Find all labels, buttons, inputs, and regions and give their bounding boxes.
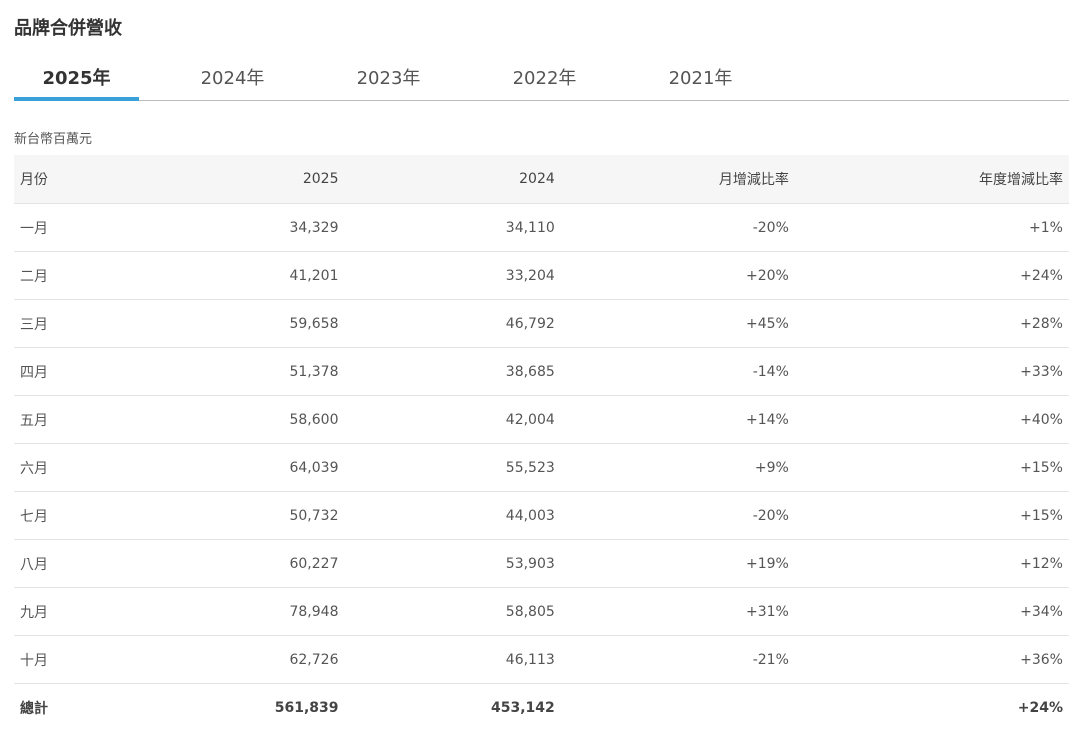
year-tab[interactable]: 2024年 bbox=[200, 68, 265, 89]
table-cell: +15% bbox=[794, 491, 1069, 540]
total-row: 總計 561,839 453,142 +24% bbox=[14, 684, 1069, 732]
table-cell: 十月 bbox=[14, 635, 129, 684]
table-cell: 62,726 bbox=[128, 635, 345, 684]
table-cell: 60,227 bbox=[128, 539, 345, 588]
table-cell: +40% bbox=[794, 395, 1069, 444]
table-cell: +45% bbox=[560, 299, 795, 348]
table-cell: 41,201 bbox=[128, 251, 345, 300]
table-cell: 78,948 bbox=[128, 587, 345, 636]
table-cell: 二月 bbox=[14, 251, 129, 300]
table-cell: -20% bbox=[560, 491, 795, 540]
table-cell: 八月 bbox=[14, 539, 129, 588]
table-row: 二月 41,201 33,204 +20% +24% bbox=[14, 251, 1069, 300]
table-cell: 三月 bbox=[14, 299, 129, 348]
table-cell: 33,204 bbox=[344, 251, 561, 300]
table-cell: +24% bbox=[1017, 699, 1063, 716]
table-cell: +24% bbox=[794, 251, 1069, 300]
table-cell: +19% bbox=[560, 539, 795, 588]
table-cell: 64,039 bbox=[128, 443, 345, 492]
table-cell bbox=[561, 684, 795, 732]
header-row: 月份 2025 2024 月增減比率 年度增減比率 bbox=[14, 155, 1069, 204]
table-cell: +14% bbox=[560, 395, 795, 444]
table-cell: -20% bbox=[560, 203, 795, 252]
table-cell: +33% bbox=[794, 347, 1069, 396]
table-row: 八月 60,227 53,903 +19% +12% bbox=[14, 539, 1069, 588]
table-cell: 一月 bbox=[14, 203, 129, 252]
table-cell: 59,658 bbox=[128, 299, 345, 348]
table-cell: 55,523 bbox=[344, 443, 561, 492]
table-cell: 34,110 bbox=[344, 203, 561, 252]
year-tab[interactable]: 2023年 bbox=[356, 68, 421, 89]
table-cell: +34% bbox=[794, 587, 1069, 636]
page-title: 品牌合併營收 bbox=[14, 18, 122, 39]
table-cell: 四月 bbox=[14, 347, 129, 396]
table-cell: 46,113 bbox=[344, 635, 561, 684]
table-row: 五月 58,600 42,004 +14% +40% bbox=[14, 395, 1069, 444]
column-header: 2024 bbox=[344, 155, 561, 204]
year-tab[interactable]: 2021年 bbox=[668, 68, 733, 89]
table-cell: +31% bbox=[560, 587, 795, 636]
table-cell: 34,329 bbox=[128, 203, 345, 252]
table-cell: 561,839 bbox=[274, 699, 339, 716]
column-header: 年度增減比率 bbox=[794, 155, 1069, 204]
table-row: 十月 62,726 46,113 -21% +36% bbox=[14, 635, 1069, 684]
column-header: 月份 bbox=[14, 155, 129, 204]
table-cell: 五月 bbox=[14, 395, 129, 444]
table-cell: 七月 bbox=[14, 491, 129, 540]
table-cell: +36% bbox=[794, 635, 1069, 684]
table-cell: 453,142 bbox=[491, 699, 555, 716]
table-row: 六月 64,039 55,523 +9% +15% bbox=[14, 443, 1069, 492]
table-cell: 44,003 bbox=[344, 491, 561, 540]
table-row: 一月 34,329 34,110 -20% +1% bbox=[14, 203, 1069, 252]
table-cell: 38,685 bbox=[344, 347, 561, 396]
table-row: 三月 59,658 46,792 +45% +28% bbox=[14, 299, 1069, 348]
table-cell: +28% bbox=[794, 299, 1069, 348]
table-cell: +9% bbox=[560, 443, 795, 492]
year-tab[interactable]: 2025年 bbox=[14, 60, 139, 101]
table-row: 七月 50,732 44,003 -20% +15% bbox=[14, 491, 1069, 540]
table-cell: -21% bbox=[560, 635, 795, 684]
year-tab[interactable]: 2022年 bbox=[512, 68, 577, 89]
table-cell: 58,600 bbox=[128, 395, 345, 444]
table-body: 一月 34,329 34,110 -20% +1% 二月 41,201 33,204 +20% +… bbox=[14, 203, 1069, 732]
table-cell: -14% bbox=[560, 347, 795, 396]
table-cell: 53,903 bbox=[344, 539, 561, 588]
table-cell: +12% bbox=[794, 539, 1069, 588]
table-cell: 九月 bbox=[14, 587, 129, 636]
table-cell: 58,805 bbox=[344, 587, 561, 636]
table-cell: 50,732 bbox=[128, 491, 345, 540]
table-cell: 總計 bbox=[20, 700, 48, 717]
table-cell: 46,792 bbox=[344, 299, 561, 348]
column-header: 2025 bbox=[128, 155, 345, 204]
revenue-table: 月份 2025 2024 月增減比率 年度增減比率 一月 34,329 34,110 -20%… bbox=[14, 155, 1069, 731]
table-cell: 42,004 bbox=[344, 395, 561, 444]
table-cell: +20% bbox=[560, 251, 795, 300]
table-cell: +15% bbox=[794, 443, 1069, 492]
unit-label: 新台幣百萬元 bbox=[14, 132, 93, 147]
table-row: 九月 78,948 58,805 +31% +34% bbox=[14, 587, 1069, 636]
column-header: 月增減比率 bbox=[560, 155, 795, 204]
table-cell: +1% bbox=[794, 203, 1069, 252]
table-row: 四月 51,378 38,685 -14% +33% bbox=[14, 347, 1069, 396]
year-tabs: 2025年 2024年 2023年 2022年 2021年 bbox=[14, 60, 1069, 101]
table-cell: 51,378 bbox=[128, 347, 345, 396]
table-cell: 六月 bbox=[14, 443, 129, 492]
